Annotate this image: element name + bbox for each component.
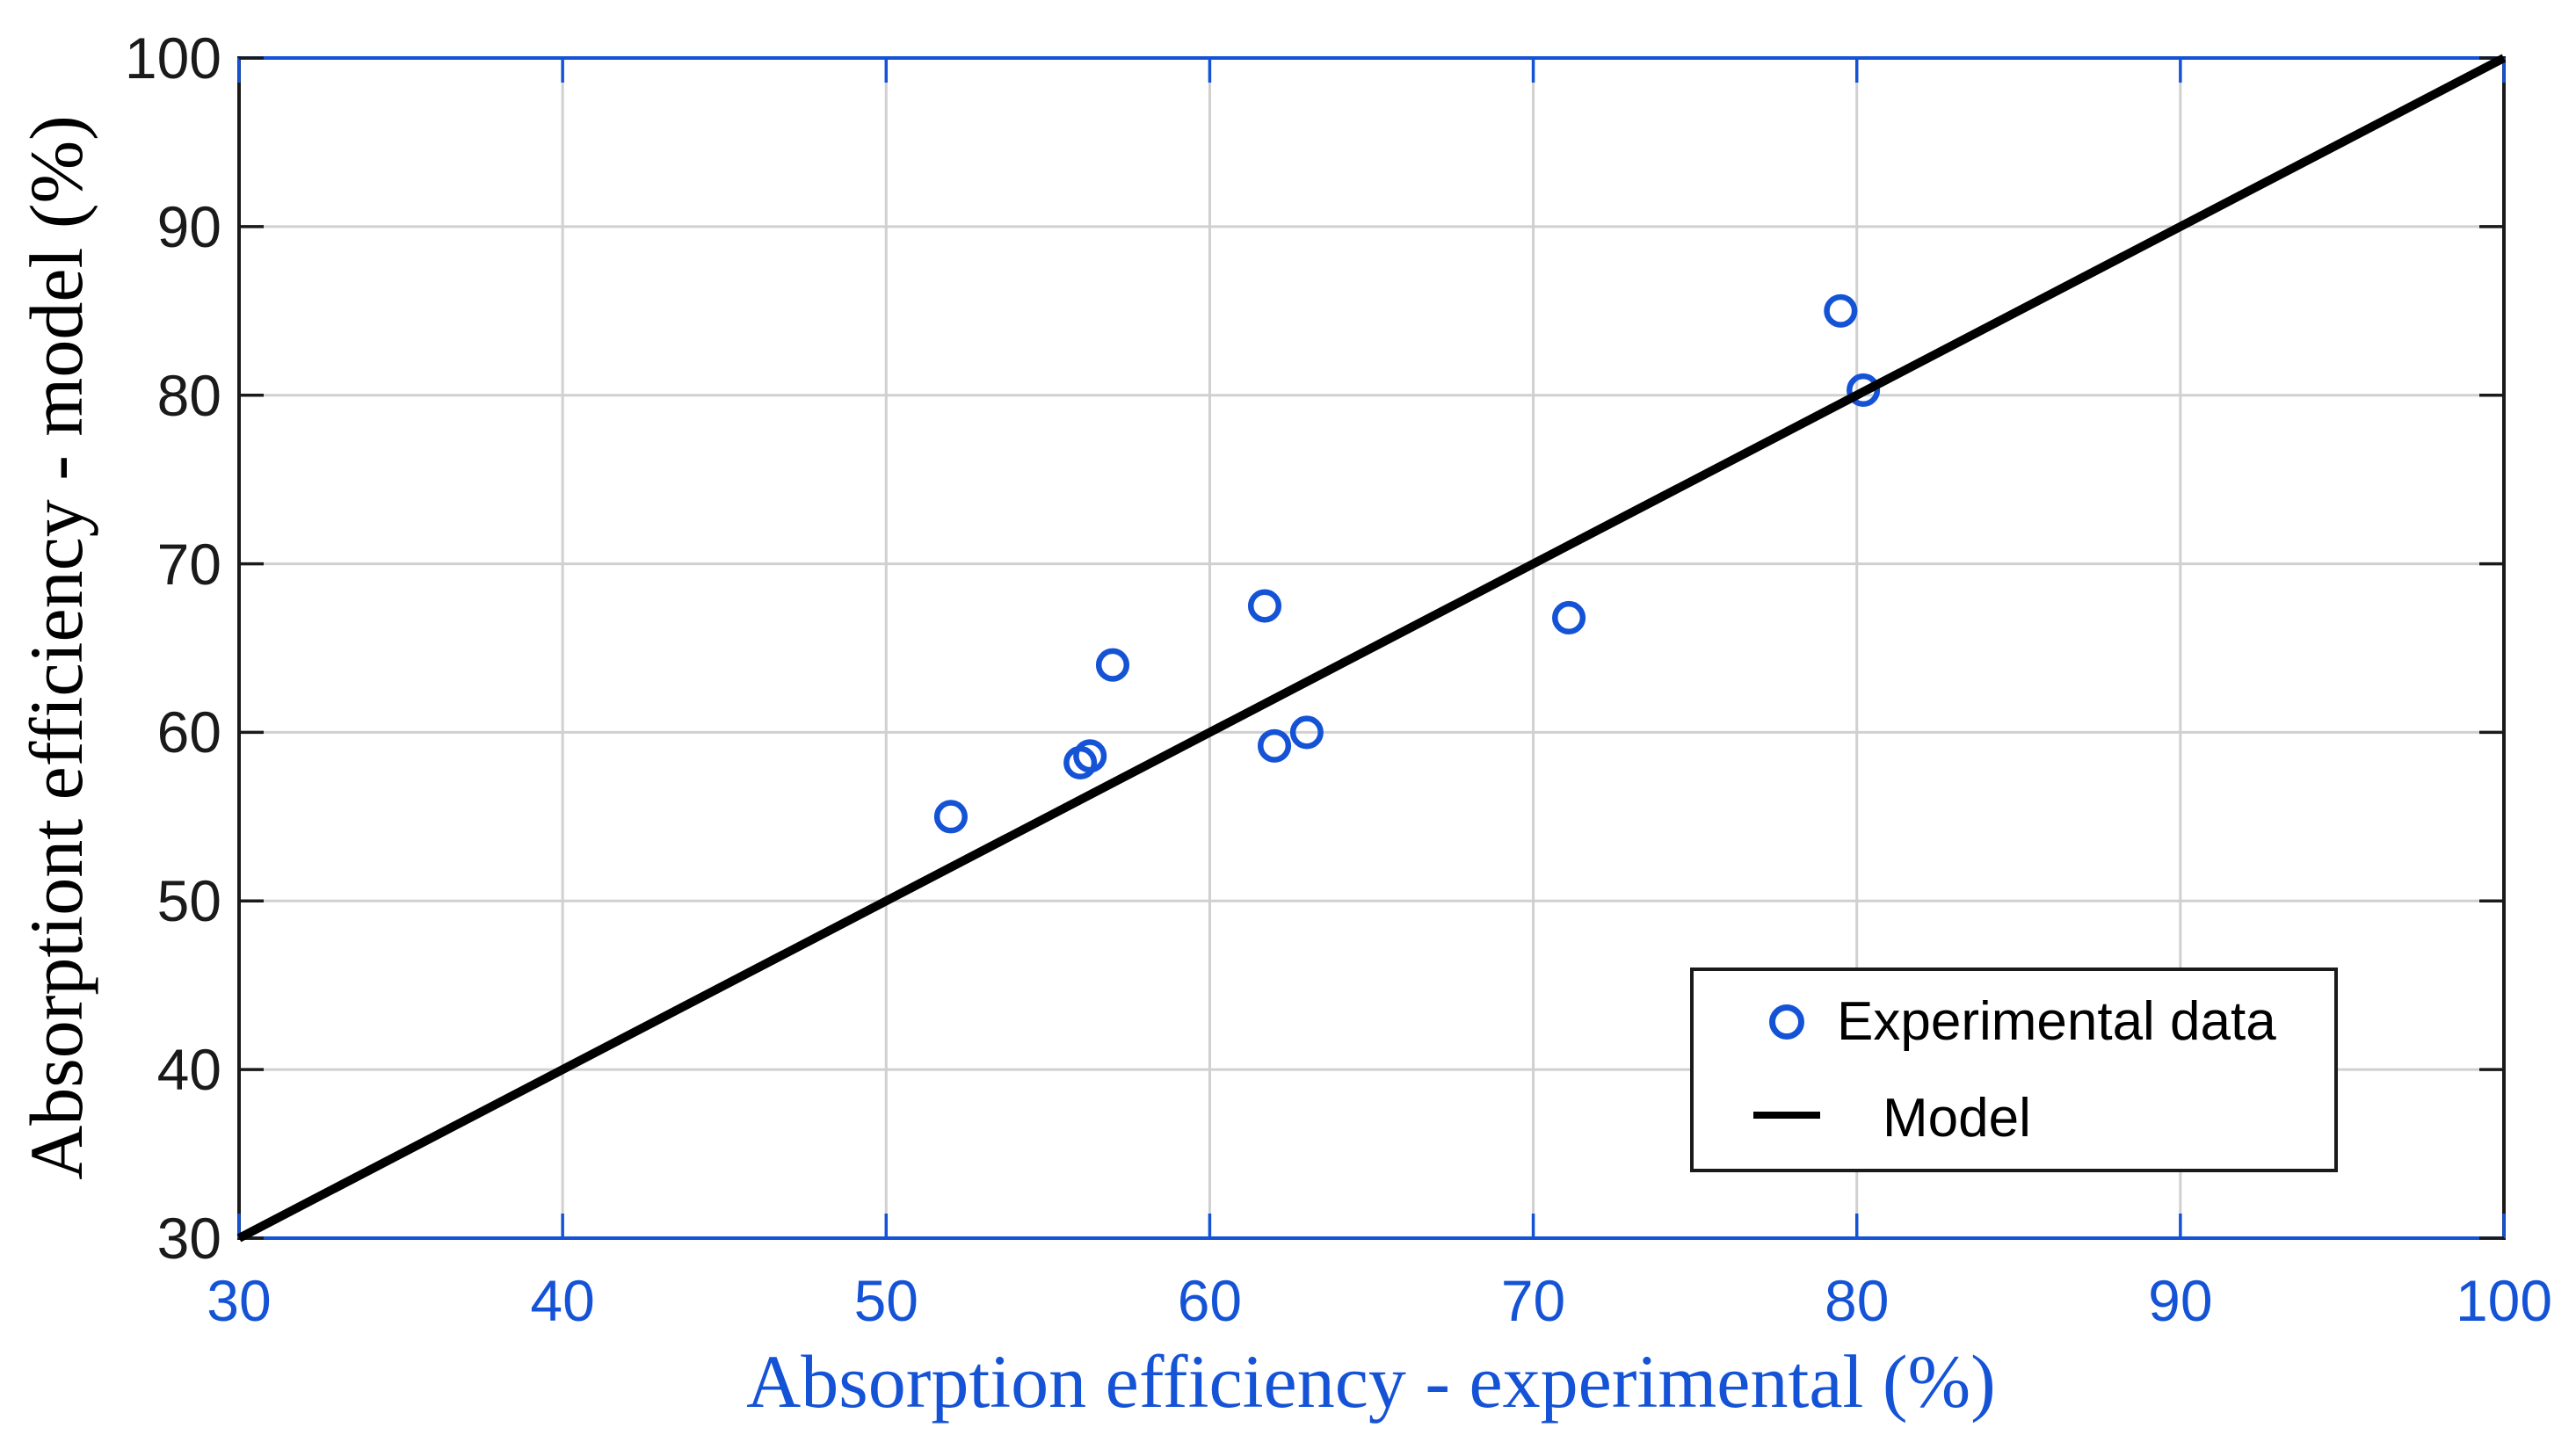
x-tick-label: 80 [1824, 1268, 1890, 1333]
data-point [1847, 373, 1881, 408]
data-point [1247, 589, 1282, 623]
x-tick-label: 70 [1500, 1268, 1566, 1333]
data-point [1073, 739, 1107, 773]
x-tick-label: 30 [207, 1268, 272, 1333]
legend: Experimental data Model [1690, 968, 2338, 1172]
data-point [1258, 728, 1292, 763]
y-tick-label: 40 [156, 1037, 221, 1103]
y-tick-label: 100 [124, 25, 221, 91]
y-tick-label: 80 [156, 362, 221, 428]
y-tick-label: 70 [156, 531, 221, 597]
data-point [1095, 648, 1130, 682]
x-tick-label: 60 [1177, 1268, 1243, 1333]
y-tick-label: 50 [156, 868, 221, 934]
model-line [236, 54, 2507, 1243]
x-tick-label: 50 [853, 1268, 918, 1333]
data-point [1552, 600, 1586, 635]
x-tick-label: 40 [530, 1268, 595, 1333]
y-tick-label: 60 [156, 699, 221, 765]
data-point [1289, 715, 1324, 750]
legend-label-experimental-data: Experimental data [1837, 991, 2276, 1052]
x-tick-label: 90 [2148, 1268, 2213, 1333]
x-tick-label: 100 [2455, 1268, 2553, 1333]
y-tick-label: 90 [156, 193, 221, 259]
data-point [1824, 294, 1858, 328]
legend-label-model: Model [1883, 1088, 2031, 1149]
y-tick-label: 30 [156, 1206, 221, 1271]
x-axis-title: Absorption efficiency - experimental (%) [746, 1339, 1996, 1424]
data-point [933, 800, 968, 834]
model-line-icon [1753, 1112, 1820, 1119]
y-axis-title: Absorptiont efficiency - model (%) [14, 115, 98, 1180]
experimental-data-marker-icon [1769, 1004, 1804, 1040]
